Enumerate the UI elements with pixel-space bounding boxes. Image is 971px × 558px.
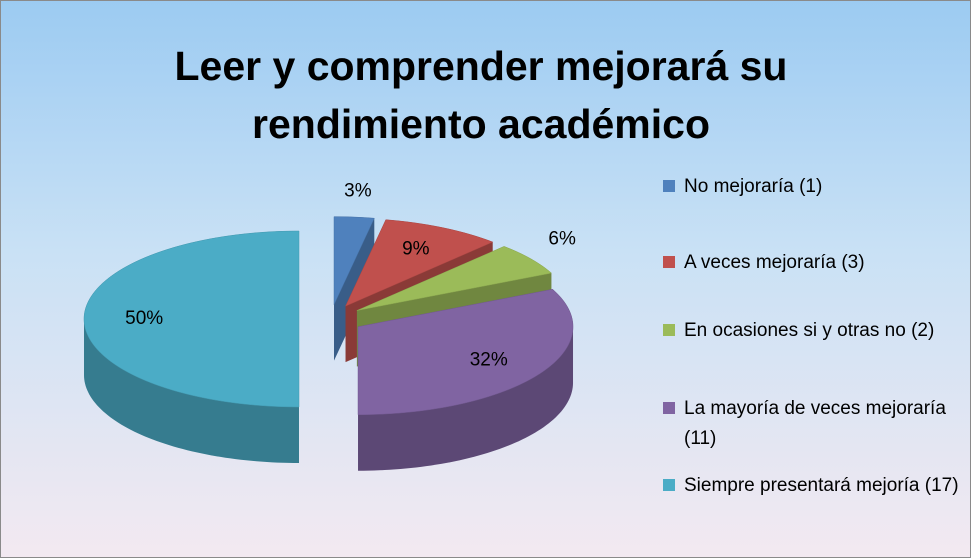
- legend-swatch: [663, 402, 675, 414]
- legend-item: A veces mejoraría (3): [663, 248, 963, 278]
- legend-label: La mayoría de veces mejoraría (11): [684, 398, 946, 449]
- slice: [345, 219, 494, 307]
- legend-label: En ocasiones si y otras no (2): [684, 320, 935, 341]
- chart-title: Leer y comprender mejorará su rendimient…: [174, 43, 788, 147]
- legend-swatch: [663, 324, 675, 336]
- data-label: 32%: [470, 350, 508, 371]
- legend-swatch: [663, 180, 675, 192]
- legend-label: No mejoraría (1): [684, 176, 823, 197]
- legend-swatch: [663, 479, 675, 491]
- slice: [356, 246, 552, 311]
- legend-item: En ocasiones si y otras no (2): [663, 316, 963, 346]
- data-label: 9%: [402, 239, 430, 260]
- data-label: 6%: [548, 229, 576, 250]
- legend-swatch: [663, 256, 675, 268]
- legend-item: La mayoría de veces mejoraría (11): [663, 394, 963, 454]
- slice: [357, 288, 574, 415]
- legend-label: Siempre presentará mejoría (17): [684, 475, 959, 496]
- legend-item: Siempre presentará mejoría (17): [663, 471, 963, 501]
- data-label: 3%: [344, 180, 372, 201]
- slice: [333, 216, 375, 305]
- data-label: 50%: [125, 308, 163, 329]
- legend-item: No mejoraría (1): [663, 172, 963, 202]
- legend-label: A veces mejoraría (3): [684, 252, 865, 273]
- slice: [83, 230, 300, 408]
